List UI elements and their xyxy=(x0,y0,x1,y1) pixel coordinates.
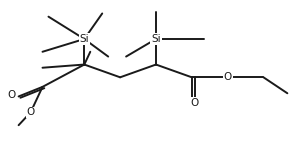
Text: Si: Si xyxy=(80,34,89,44)
Text: O: O xyxy=(224,72,232,82)
Text: O: O xyxy=(7,90,15,100)
Text: Si: Si xyxy=(151,34,161,44)
Text: O: O xyxy=(191,98,199,108)
Text: O: O xyxy=(26,107,35,117)
